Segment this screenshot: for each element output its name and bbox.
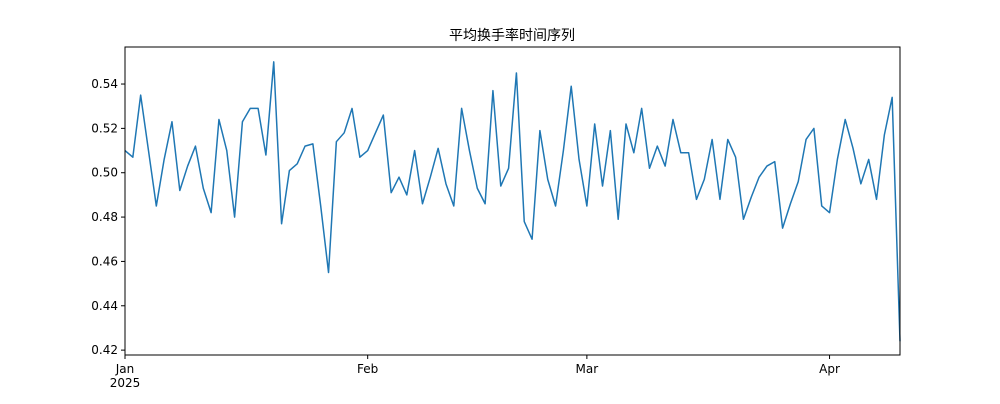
- y-tick-label: 0.52: [91, 121, 118, 135]
- y-tick-label: 0.48: [91, 210, 118, 224]
- y-tick-label: 0.54: [91, 77, 118, 91]
- data-line: [124, 61, 901, 342]
- y-tick-label: 0.50: [91, 166, 118, 180]
- y-tick-label: 0.42: [91, 343, 118, 357]
- y-tick-label: 0.46: [91, 254, 118, 268]
- x-tick-label: Apr: [819, 362, 840, 376]
- chart-title: 平均换手率时间序列: [449, 27, 575, 44]
- x-tick-label: Mar: [576, 362, 599, 376]
- x-tick-label: Jan 2025: [110, 362, 141, 390]
- plot-frame: [124, 46, 901, 356]
- y-tick-label: 0.44: [91, 299, 118, 313]
- x-tick-label: Feb: [357, 362, 378, 376]
